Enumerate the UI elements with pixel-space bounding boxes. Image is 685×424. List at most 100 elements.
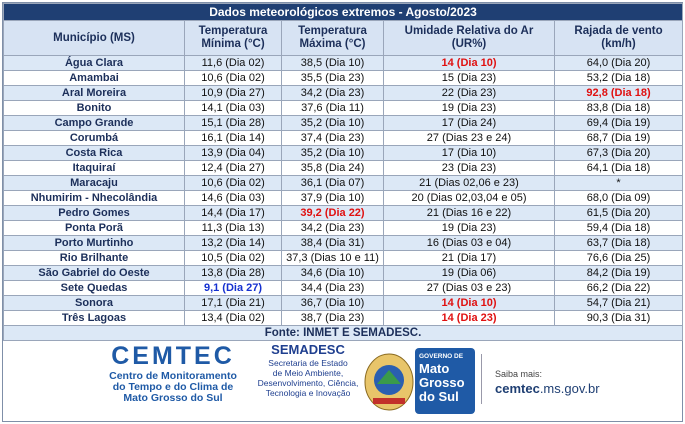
cell: 27 (Dias 03 e 23) bbox=[383, 280, 555, 296]
site-name: cemtec bbox=[495, 381, 540, 396]
cell: 21 (Dias 02,06 e 23) bbox=[383, 175, 555, 191]
cell: 11,3 (Dia 13) bbox=[184, 220, 282, 236]
cell: 21 (Dia 17) bbox=[383, 250, 555, 266]
cell: 13,9 (Dia 04) bbox=[184, 145, 282, 161]
column-header: Umidade Relativa do Ar (UR%) bbox=[383, 20, 555, 56]
gov-badge bbox=[415, 348, 475, 414]
municipality: Sonora bbox=[3, 295, 185, 311]
municipality: Aral Moreira bbox=[3, 85, 185, 101]
table-row: Ponta Porã 11,3 (Dia 13) 34,2 (Dia 23) 19 (… bbox=[3, 220, 684, 236]
footer: CEMTEC Centro de Monitoramento do Tempo e… bbox=[3, 342, 682, 421]
table-row: Campo Grande 15,1 (Dia 28) 35,2 (Dia 10) 17… bbox=[3, 115, 684, 131]
cell: 11,6 (Dia 02) bbox=[184, 55, 282, 71]
cell: 39,2 (Dia 22) bbox=[281, 205, 384, 221]
header-line: (km/h) bbox=[601, 38, 636, 50]
cell: 84,2 (Dia 19) bbox=[553, 265, 684, 281]
cell: 14,6 (Dia 03) bbox=[184, 190, 282, 206]
cemtec-lines: Centro de Monitoramento do Tempo e do Cli… bbox=[93, 371, 253, 404]
cell: 14,1 (Dia 03) bbox=[184, 100, 282, 116]
text-line: do Sul bbox=[419, 389, 459, 404]
table-row: Três Lagoas 13,4 (Dia 02) 38,7 (Dia 23) 14 … bbox=[3, 310, 684, 326]
municipality: Sete Quedas bbox=[3, 280, 185, 296]
cell: 68,0 (Dia 09) bbox=[553, 190, 684, 206]
cell: 64,1 (Dia 18) bbox=[553, 160, 684, 176]
cell: 37,9 (Dia 10) bbox=[281, 190, 384, 206]
text-line: Mato bbox=[419, 361, 450, 376]
cell: 92,8 (Dia 18) bbox=[553, 85, 684, 101]
text-line: do Tempo e do Clima de bbox=[112, 381, 234, 393]
text-line: Grosso bbox=[419, 375, 465, 390]
municipality: Nhumirim - Nhecolândia bbox=[3, 190, 185, 206]
table-row: Itaquiraí 12,4 (Dia 27) 35,8 (Dia 24) 23 (D… bbox=[3, 160, 684, 176]
cell: 90,3 (Dia 31) bbox=[553, 310, 684, 326]
text-line: Secretaria de Estado bbox=[268, 358, 348, 368]
cell: 61,5 (Dia 20) bbox=[553, 205, 684, 221]
text-line: Desenvolvimento, Ciência, bbox=[257, 378, 359, 388]
table-row: Maracaju 10,6 (Dia 02) 36,1 (Dia 07) 21 (Di… bbox=[3, 175, 684, 191]
cell: 9,1 (Dia 27) bbox=[184, 280, 282, 296]
cell: 14 (Dia 10) bbox=[383, 55, 555, 71]
municipality: Maracaju bbox=[3, 175, 185, 191]
table-row: Amambai 10,6 (Dia 02) 35,5 (Dia 23) 15 (Dia… bbox=[3, 70, 684, 86]
table-row: Corumbá 16,1 (Dia 14) 37,4 (Dia 23) 27 (Dia… bbox=[3, 130, 684, 146]
column-header: Temperatura Máxima (°C) bbox=[281, 20, 384, 56]
cell: 37,6 (Dia 11) bbox=[281, 100, 384, 116]
cell: 36,7 (Dia 10) bbox=[281, 295, 384, 311]
cell: 13,8 (Dia 28) bbox=[184, 265, 282, 281]
cell: 22 (Dia 23) bbox=[383, 85, 555, 101]
text-line: Mato Grosso do Sul bbox=[123, 392, 223, 404]
municipality: Campo Grande bbox=[3, 115, 185, 131]
municipality: Três Lagoas bbox=[3, 310, 185, 326]
coat-of-arms bbox=[364, 353, 414, 411]
cell: 23 (Dia 23) bbox=[383, 160, 555, 176]
municipality: Itaquiraí bbox=[3, 160, 185, 176]
table-row: Nhumirim - Nhecolândia 14,6 (Dia 03) 37,9 … bbox=[3, 190, 684, 206]
text-line: Tecnologia e Inovação bbox=[265, 388, 351, 398]
header-line: Mínima (°C) bbox=[201, 38, 265, 50]
table-row: Porto Murtinho 13,2 (Dia 14) 38,4 (Dia 31)… bbox=[3, 235, 684, 251]
table-row: Costa Rica 13,9 (Dia 04) 35,2 (Dia 10) 17 (… bbox=[3, 145, 684, 161]
cell: 35,2 (Dia 10) bbox=[281, 145, 384, 161]
text-line: Centro de Monitoramento bbox=[109, 370, 237, 382]
municipality: Ponta Porã bbox=[3, 220, 185, 236]
cell: 68,7 (Dia 19) bbox=[553, 130, 684, 146]
cell: 10,6 (Dia 02) bbox=[184, 70, 282, 86]
website: cemtec.ms.gov.br bbox=[495, 381, 600, 396]
cell: 66,2 (Dia 22) bbox=[553, 280, 684, 296]
cell: 14,4 (Dia 17) bbox=[184, 205, 282, 221]
municipality: Porto Murtinho bbox=[3, 235, 185, 251]
column-header: Município (MS) bbox=[3, 20, 185, 56]
cell: 38,5 (Dia 10) bbox=[281, 55, 384, 71]
header-line: Município (MS) bbox=[53, 31, 135, 44]
municipality: Corumbá bbox=[3, 130, 185, 146]
cell: 37,3 (Dias 10 e 11) bbox=[281, 250, 384, 266]
table-row: Água Clara 11,6 (Dia 02) 38,5 (Dia 10) 14 (… bbox=[3, 55, 684, 71]
cell: 16 (Dias 03 e 04) bbox=[383, 235, 555, 251]
header-line: Máxima (°C) bbox=[299, 38, 366, 50]
cell: 27 (Dias 23 e 24) bbox=[383, 130, 555, 146]
header-line: Temperatura bbox=[298, 25, 367, 37]
header-line: Rajada de vento bbox=[574, 25, 663, 37]
cell: 14 (Dia 23) bbox=[383, 310, 555, 326]
cell: 35,2 (Dia 10) bbox=[281, 115, 384, 131]
municipality: Água Clara bbox=[3, 55, 185, 71]
cell: * bbox=[553, 175, 684, 191]
cell: 34,2 (Dia 23) bbox=[281, 85, 384, 101]
gov-lines: Mato Grosso do Sul bbox=[419, 362, 474, 404]
gov-label: GOVERNO DE bbox=[419, 353, 464, 360]
column-header: Temperatura Mínima (°C) bbox=[184, 20, 282, 56]
cell: 64,0 (Dia 20) bbox=[553, 55, 684, 71]
header-line: Temperatura bbox=[198, 25, 268, 37]
source: Fonte: INMET E SEMADESC. bbox=[2, 325, 684, 341]
cell: 17,1 (Dia 21) bbox=[184, 295, 282, 311]
cell: 17 (Dia 10) bbox=[383, 145, 555, 161]
cell: 37,4 (Dia 23) bbox=[281, 130, 384, 146]
header-line: Umidade Relativa do Ar bbox=[404, 25, 534, 37]
cemtec-name: CEMTEC bbox=[111, 342, 235, 370]
table-title: Dados meteorológicos extremos - Agosto/2… bbox=[2, 3, 684, 21]
cell: 54,7 (Dia 21) bbox=[553, 295, 684, 311]
table-row: Sete Quedas 9,1 (Dia 27) 34,4 (Dia 23) 27 (… bbox=[3, 280, 684, 296]
site-domain: .ms.gov.br bbox=[539, 381, 600, 396]
municipality: Amambai bbox=[3, 70, 185, 86]
cell: 67,3 (Dia 20) bbox=[553, 145, 684, 161]
